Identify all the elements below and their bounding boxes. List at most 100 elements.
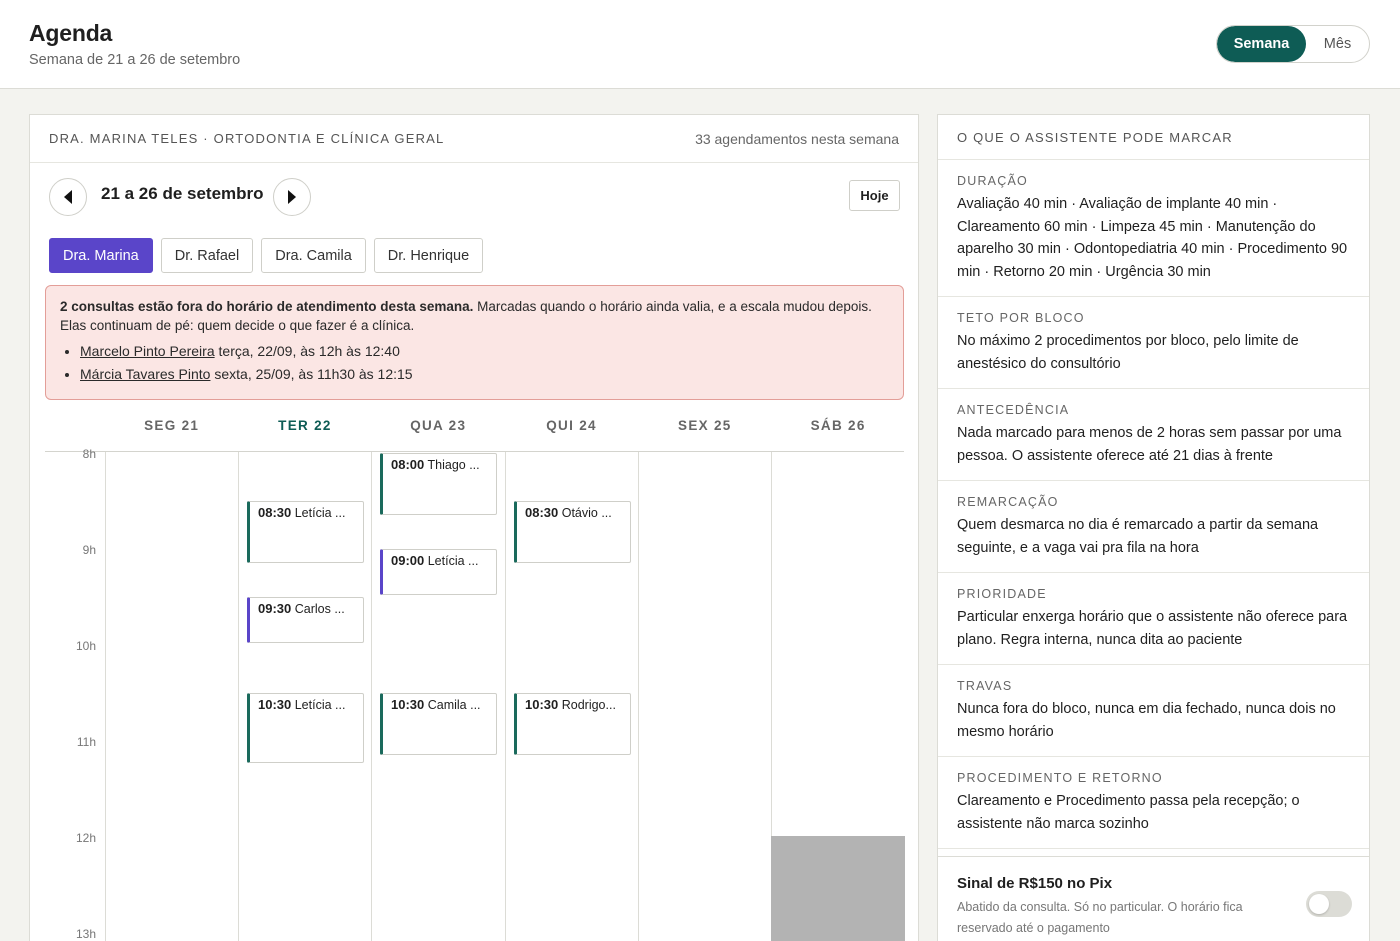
patient-link[interactable]: Marcelo Pinto Pereira bbox=[80, 343, 215, 359]
alert-bold: 2 consultas estão fora do horário de ate… bbox=[60, 299, 474, 314]
view-month-button[interactable]: Mês bbox=[1323, 36, 1352, 52]
schedule-alert: 2 consultas estão fora do horário de ate… bbox=[45, 285, 904, 400]
assistant-rules-card: O QUE O ASSISTENTE PODE MARCAR DURAÇÃO A… bbox=[937, 114, 1370, 941]
rule-text: Nunca fora do bloco, nunca em dia fechad… bbox=[957, 701, 1336, 740]
rule-text: Nada marcado para menos de 2 horas sem p… bbox=[957, 425, 1342, 464]
rule-procedure-return: PROCEDIMENTO E RETORNO Clareamento e Pro… bbox=[938, 757, 1369, 849]
day-headers: SEG 21 TER 22 QUA 23 QUI 24 SEX 25 SÁB 2… bbox=[105, 418, 905, 450]
appointment-patient: Carlos ... bbox=[294, 602, 345, 616]
doctor-heading: DRA. MARINA TELES · ORTODONTIA E CLÍNICA… bbox=[49, 131, 445, 146]
rule-priority: PRIORIDADE Particular enxerga horário qu… bbox=[938, 573, 1369, 665]
rule-rescheduling: REMARCAÇÃO Quem desmarca no dia é remarc… bbox=[938, 481, 1369, 573]
alert-message: 2 consultas estão fora do horário de ate… bbox=[60, 297, 889, 335]
toggle-knob bbox=[1309, 894, 1329, 914]
appointment-card[interactable]: 08:00 Thiago ... bbox=[380, 453, 497, 515]
hour-label: 8h bbox=[82, 447, 96, 461]
appointment-time: 10:30 bbox=[525, 697, 559, 712]
next-week-button[interactable] bbox=[273, 178, 311, 216]
week-range: 21 a 26 de setembro bbox=[101, 184, 264, 203]
appointment-card[interactable]: 08:30 Letícia ... bbox=[247, 501, 364, 563]
column-line bbox=[371, 452, 372, 941]
rule-label: PROCEDIMENTO E RETORNO bbox=[957, 771, 1163, 785]
deposit-setting: Sinal de R$150 no Pix Abatido da consult… bbox=[938, 856, 1369, 941]
view-switcher: Semana Mês bbox=[1216, 25, 1370, 63]
appointment-when: sexta, 25/09, às 11h30 às 12:15 bbox=[210, 366, 413, 382]
patient-link[interactable]: Márcia Tavares Pinto bbox=[80, 366, 211, 382]
rule-text: Quem desmarca no dia é remarcado a parti… bbox=[957, 517, 1319, 556]
doctor-tab-camila[interactable]: Dra. Camila bbox=[261, 238, 366, 273]
column-line bbox=[105, 452, 106, 941]
blocked-slot bbox=[771, 836, 905, 941]
deposit-title: Sinal de R$150 no Pix bbox=[957, 875, 1113, 892]
appointment-time: 09:00 bbox=[391, 553, 425, 568]
day-header: QUI 24 bbox=[546, 418, 597, 433]
grid-divider bbox=[45, 451, 904, 452]
appointment-card[interactable]: 10:30 Letícia ... bbox=[247, 693, 364, 763]
rule-text: Particular enxerga horário que o assiste… bbox=[957, 609, 1348, 648]
list-item: Márcia Tavares Pinto sexta, 25/09, às 11… bbox=[80, 363, 889, 386]
rule-label: TRAVAS bbox=[957, 679, 1013, 693]
appointment-patient: Thiago ... bbox=[427, 458, 480, 472]
doctor-tab-henrique[interactable]: Dr. Henrique bbox=[373, 238, 484, 273]
appointment-card[interactable]: 08:30 Otávio ... bbox=[514, 501, 631, 563]
alert-text: Marcadas quando o horário ainda valia, e… bbox=[60, 299, 872, 333]
assistant-rules-heading: O QUE O ASSISTENTE PODE MARCAR bbox=[957, 129, 1233, 145]
day-header: SEX 25 bbox=[678, 418, 732, 433]
rule-text: No máximo 2 procedimentos por bloco, pel… bbox=[957, 333, 1299, 372]
doctor-tab-rafael[interactable]: Dr. Rafael bbox=[160, 238, 254, 273]
rule-label: TETO POR BLOCO bbox=[957, 311, 1085, 325]
top-bar: Agenda Semana de 21 a 26 de setembro Sem… bbox=[0, 0, 1400, 89]
appointment-time: 08:30 bbox=[525, 505, 559, 520]
hour-label: 9h bbox=[82, 543, 96, 557]
day-header: SÁB 26 bbox=[810, 418, 866, 433]
assistant-rules-header: O QUE O ASSISTENTE PODE MARCAR bbox=[938, 115, 1369, 160]
appointment-card[interactable]: 10:30 Rodrigo... bbox=[514, 693, 631, 755]
deposit-description: Abatido da consulta. Só no particular. O… bbox=[957, 900, 1243, 935]
arrow-right-icon bbox=[288, 190, 296, 204]
doctor-tab-marina[interactable]: Dra. Marina bbox=[49, 238, 153, 273]
today-button[interactable]: Hoje bbox=[849, 180, 900, 211]
doctor-tabs: Dra. Marina Dr. Rafael Dra. Camila Dr. H… bbox=[49, 238, 484, 273]
appointment-time: 10:30 bbox=[391, 697, 425, 712]
deposit-toggle[interactable] bbox=[1306, 891, 1352, 917]
hour-label: 11h bbox=[76, 735, 96, 749]
rule-lead-time: ANTECEDÊNCIA Nada marcado para menos de … bbox=[938, 389, 1369, 481]
appointment-patient: Letícia ... bbox=[427, 554, 479, 568]
column-line bbox=[771, 452, 772, 941]
calendar-card: DRA. MARINA TELES · ORTODONTIA E CLÍNICA… bbox=[29, 114, 919, 941]
calendar-card-header: DRA. MARINA TELES · ORTODONTIA E CLÍNICA… bbox=[30, 115, 918, 163]
rule-locks: TRAVAS Nunca fora do bloco, nunca em dia… bbox=[938, 665, 1369, 757]
rule-duration: DURAÇÃO Avaliação 40 min · Avaliação de … bbox=[938, 160, 1369, 297]
rule-block-cap: TETO POR BLOCO No máximo 2 procedimentos… bbox=[938, 297, 1369, 389]
alert-list: Marcelo Pinto Pereira terça, 22/09, às 1… bbox=[60, 340, 889, 386]
appointment-time: 08:00 bbox=[391, 457, 425, 472]
appointment-card[interactable]: 10:30 Camila ... bbox=[380, 693, 497, 755]
previous-week-button[interactable] bbox=[49, 178, 87, 216]
week-grid bbox=[105, 452, 905, 941]
rule-label: REMARCAÇÃO bbox=[957, 495, 1059, 509]
hour-label: 13h bbox=[75, 927, 96, 941]
appointment-patient: Letícia ... bbox=[294, 506, 346, 520]
rule-label: PRIORIDADE bbox=[957, 587, 1047, 601]
appointment-card[interactable]: 09:00 Letícia ... bbox=[380, 549, 497, 595]
appointment-card[interactable]: 09:30 Carlos ... bbox=[247, 597, 364, 643]
appointment-patient: Letícia ... bbox=[294, 698, 346, 712]
day-header: SEG 21 bbox=[144, 418, 200, 433]
hour-label: 12h bbox=[75, 831, 96, 845]
column-line bbox=[238, 452, 239, 941]
appointment-time: 09:30 bbox=[258, 601, 292, 616]
column-line bbox=[505, 452, 506, 941]
rule-label: DURAÇÃO bbox=[957, 174, 1028, 188]
day-header-today: TER 22 bbox=[278, 418, 332, 433]
appointment-patient: Otávio ... bbox=[561, 506, 612, 520]
page-title: Agenda bbox=[29, 20, 113, 46]
appointment-time: 10:30 bbox=[258, 697, 292, 712]
view-week-button[interactable]: Semana bbox=[1217, 26, 1306, 62]
page-subtitle: Semana de 21 a 26 de setembro bbox=[29, 52, 241, 68]
appointment-count: 33 agendamentos nesta semana bbox=[695, 130, 899, 147]
rule-label: ANTECEDÊNCIA bbox=[957, 403, 1070, 417]
day-header: QUA 23 bbox=[410, 418, 467, 433]
rule-text: Clareamento e Procedimento passa pela re… bbox=[957, 793, 1300, 832]
arrow-left-icon bbox=[64, 190, 72, 204]
appointment-when: terça, 22/09, às 12h às 12:40 bbox=[214, 343, 400, 359]
